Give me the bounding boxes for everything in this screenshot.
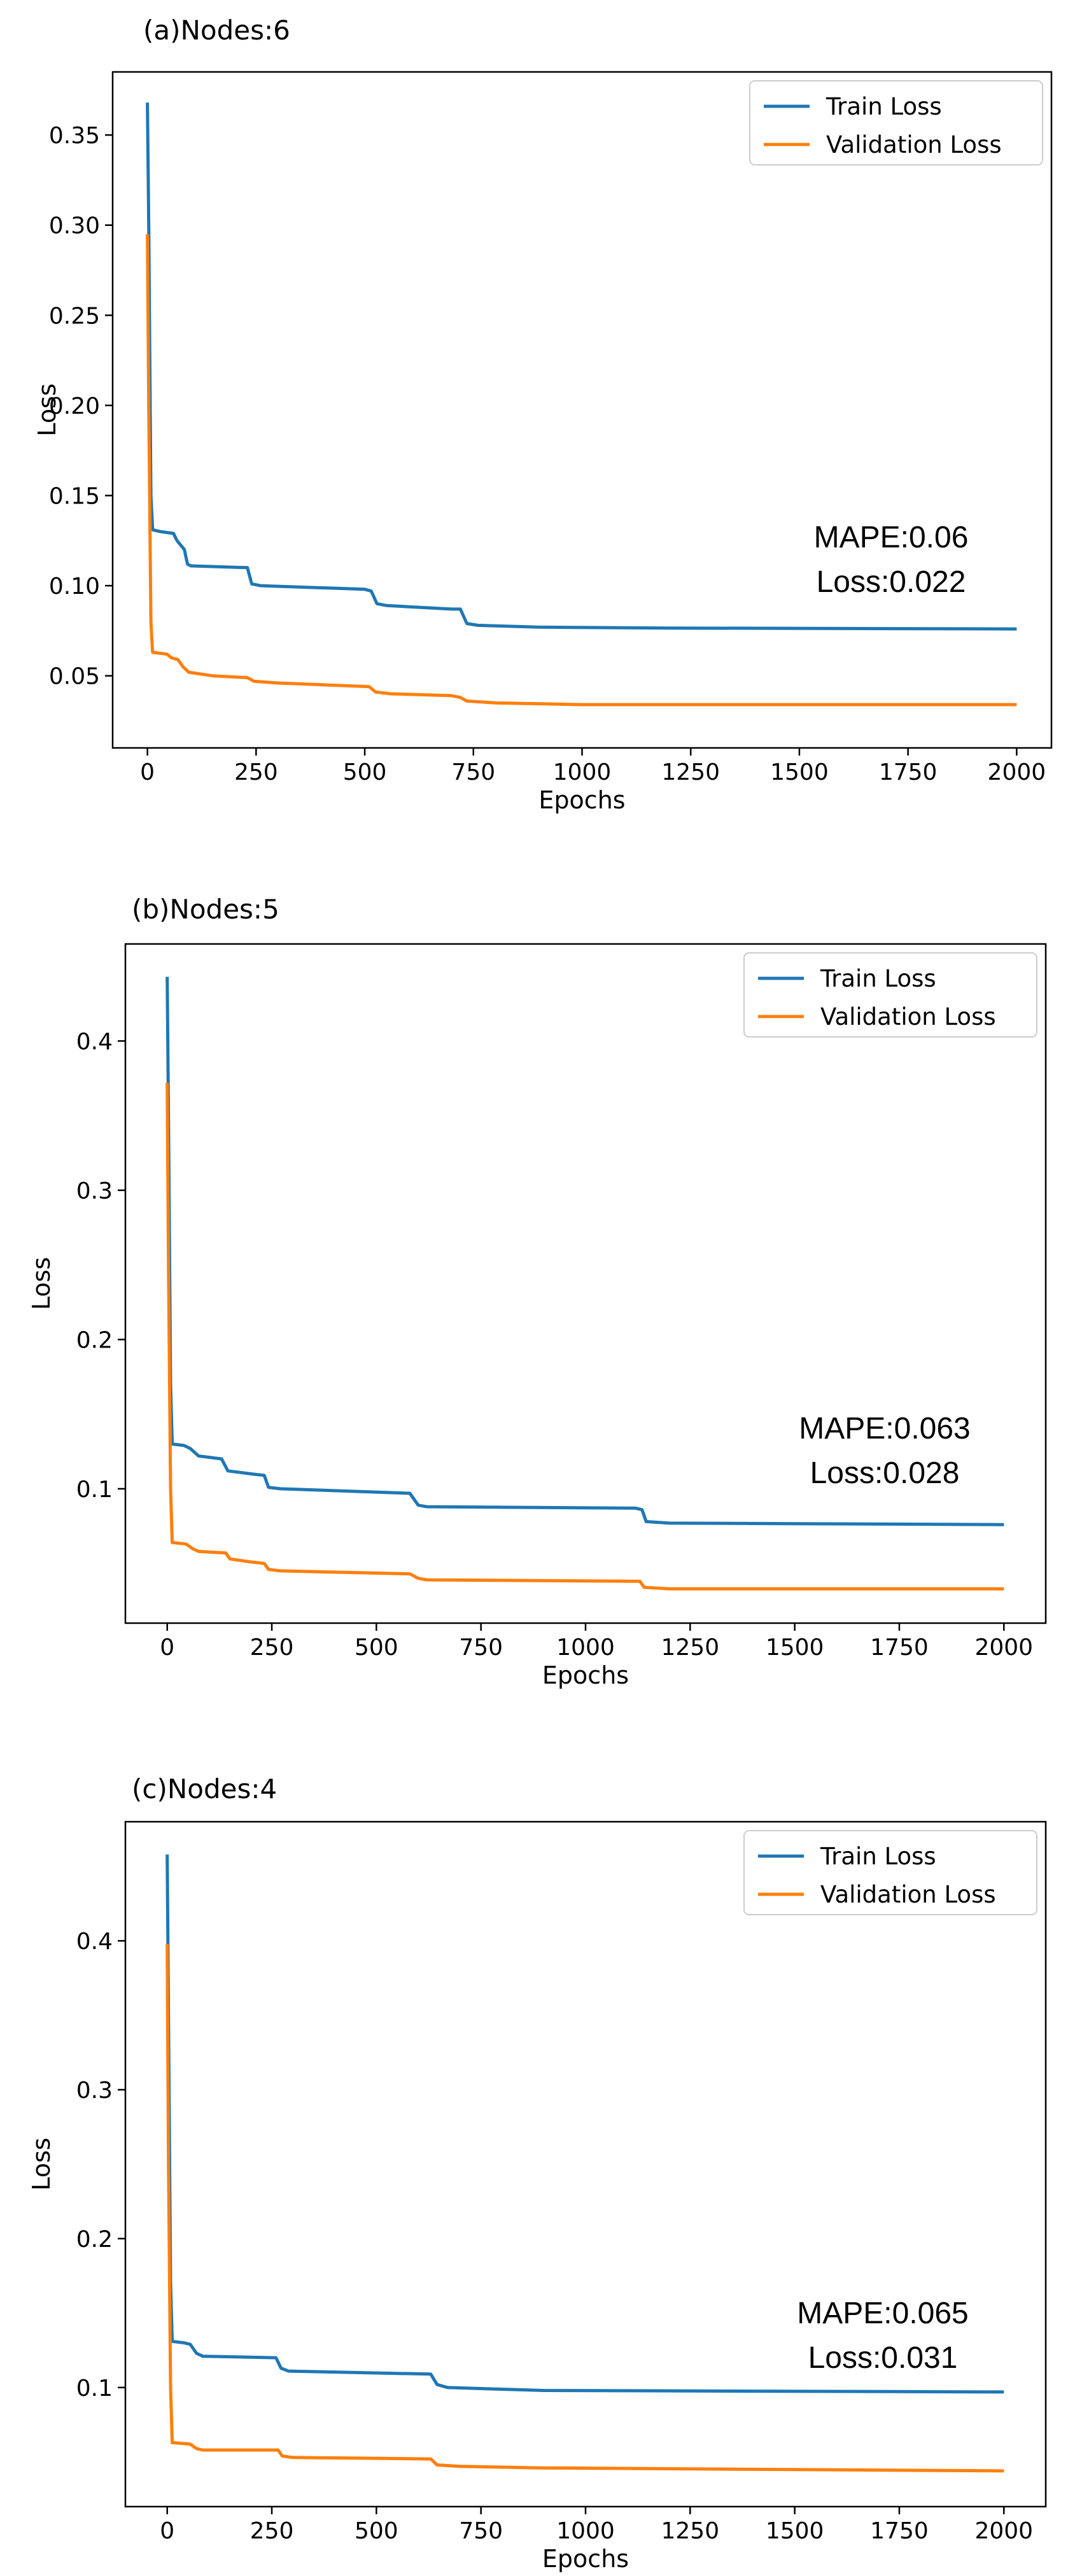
plot-frame [111,71,1053,749]
x-tick-label: 1500 [766,2518,824,2544]
x-tick-label: 1750 [879,759,938,785]
x-tick-label: 1250 [661,1635,720,1661]
y-tick-label: 0.10 [49,574,100,600]
legend-train-label: Train Loss [820,965,936,992]
train-loss-line [146,102,1017,631]
y-tick-label: 0.4 [76,1029,113,1055]
x-tick-label: 750 [459,2518,503,2544]
y-tick-label: 0.30 [49,213,100,239]
x-tick-label: 1250 [661,2518,720,2544]
legend-validation-label: Validation Loss [820,1003,996,1031]
legend-box [743,952,1037,1038]
chart-panel-1: (b)Nodes:5 0 250 500 750 1000 1250 1500 1750 2000… [27,894,1047,1689]
x-axis-label: Epochs [538,786,625,814]
y-axis-label: Loss [27,2137,55,2190]
legend-train-label: Train Loss [820,1843,936,1870]
y-tick-label: 0.2 [76,1327,113,1353]
x-tick-label: 2000 [974,2518,1033,2544]
mape-annotation: MAPE:0.065 [797,2297,968,2330]
mape-annotation: MAPE:0.063 [799,1412,970,1446]
x-tick-label: 250 [250,1635,294,1661]
y-tick-label: 0.15 [49,484,100,510]
x-tick-label: 2000 [974,1635,1033,1661]
mape-annotation: MAPE:0.06 [814,521,969,554]
y-tick-label: 0.3 [76,2078,113,2104]
x-tick-label: 0 [160,2518,174,2544]
y-tick-label: 0.2 [76,2227,113,2253]
legend-validation-label: Validation Loss [820,1881,996,1908]
legend-validation-label: Validation Loss [826,131,1002,158]
legend: Train Loss Validation Loss [743,1830,1037,1915]
y-tick-label: 0.25 [49,303,100,329]
y-tick-label: 0.35 [49,123,100,149]
x-axis-label: Epochs [542,1661,629,1689]
x-tick-label: 1000 [556,2518,615,2544]
plot-frame [124,943,1047,1624]
validation-loss-line [165,1083,1004,1591]
panel-label: (a)Nodes:6 [143,15,290,46]
x-tick-label: 2000 [988,759,1046,785]
train-loss-line [165,976,1004,1526]
x-tick-label: 1500 [770,759,829,785]
chart-panel-0: (a)Nodes:6 0 250 500 750 1000 1250 1500 1750 2000… [33,15,1053,814]
plot-frame [124,1820,1047,2508]
x-tick-label: 1750 [870,1635,929,1661]
x-tick-label: 1000 [556,1635,615,1661]
y-axis-label: Loss [33,383,61,436]
loss-annotation: Loss:0.028 [810,1456,960,1490]
x-tick-label: 500 [355,1635,398,1661]
x-tick-label: 250 [234,759,278,785]
x-tick-label: 750 [451,759,495,785]
panel-label: (c)Nodes:4 [132,1773,277,1805]
loss-annotation: Loss:0.022 [817,565,966,599]
x-tick-label: 1250 [661,759,720,785]
y-tick-label: 0.4 [76,1929,113,1955]
legend: Train Loss Validation Loss [749,80,1043,165]
y-tick-label: 0.1 [76,1477,113,1503]
y-tick-label: 0.05 [49,664,100,690]
legend: Train Loss Validation Loss [743,952,1037,1038]
x-tick-label: 500 [343,759,387,785]
validation-loss-line [146,234,1017,707]
y-tick-label: 0.1 [76,2375,113,2402]
legend-train-label: Train Loss [826,93,942,120]
x-tick-label: 750 [459,1635,503,1661]
legend-box [749,80,1043,165]
x-axis-label: Epochs [542,2545,629,2573]
x-tick-label: 250 [250,2518,294,2544]
x-tick-label: 0 [140,759,155,785]
validation-loss-line [165,1943,1004,2473]
x-tick-label: 1000 [553,759,612,785]
x-tick-label: 1750 [870,2518,929,2544]
x-tick-label: 500 [355,2518,398,2544]
x-tick-label: 1500 [766,1635,824,1661]
y-tick-label: 0.20 [49,393,100,419]
legend-box [743,1830,1037,1915]
loss-annotation: Loss:0.031 [808,2341,958,2375]
chart-panel-2: (c)Nodes:4 0 250 500 750 1000 1250 1500 1750 2000… [27,1773,1047,2573]
x-tick-label: 0 [160,1635,174,1661]
panel-label: (b)Nodes:5 [132,894,279,925]
y-tick-label: 0.3 [76,1178,113,1204]
y-axis-label: Loss [27,1257,55,1310]
